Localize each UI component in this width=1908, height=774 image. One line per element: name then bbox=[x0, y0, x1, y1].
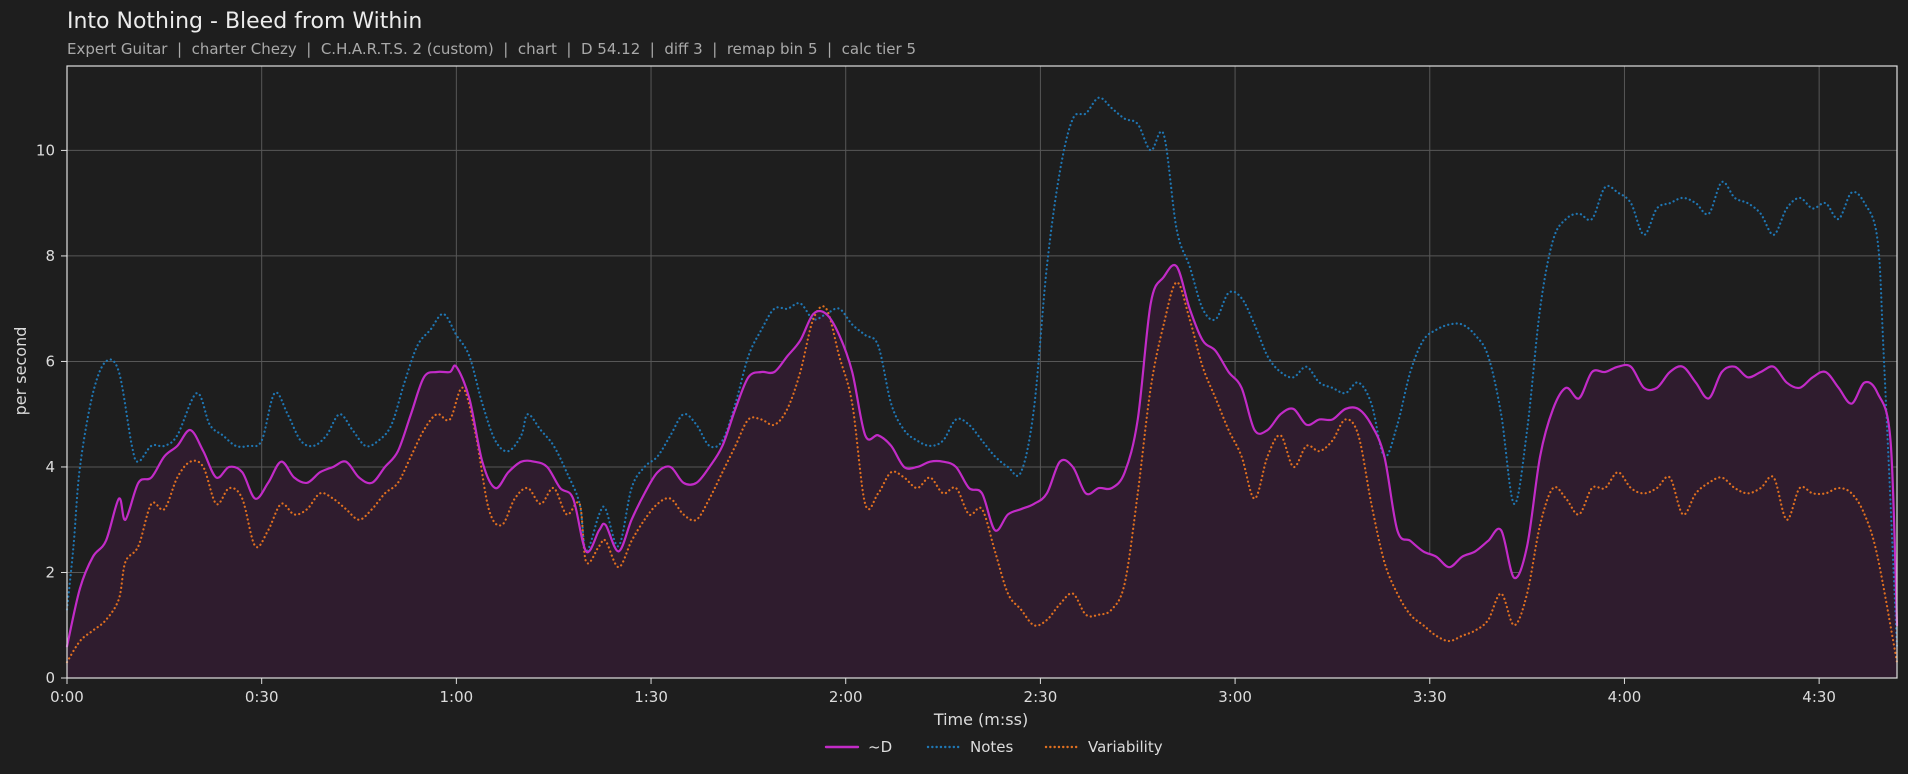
y-tick-label: 10 bbox=[36, 141, 55, 159]
plot-frame bbox=[66, 65, 1898, 679]
series-line-d bbox=[65, 263, 1899, 648]
legend-label: Variability bbox=[1088, 738, 1163, 756]
x-tick-label: 0:30 bbox=[245, 688, 279, 706]
y-tick-label: 0 bbox=[45, 669, 55, 687]
y-axis-ticks: 0 2 4 6 8 10 bbox=[36, 141, 67, 687]
series-layer bbox=[65, 96, 1899, 664]
legend: ~D Notes Variability bbox=[824, 738, 1163, 756]
y-tick-label: 6 bbox=[45, 352, 55, 370]
x-tick-label: 1:00 bbox=[440, 688, 474, 706]
legend-label: ~D bbox=[868, 738, 892, 756]
series-line-variability bbox=[65, 281, 1899, 664]
x-tick-label: 0:00 bbox=[50, 688, 84, 706]
y-axis-label: per second bbox=[11, 327, 30, 416]
x-tick-label: 1:30 bbox=[634, 688, 668, 706]
area-fill-layer bbox=[67, 264, 1897, 678]
x-tick-label: 3:00 bbox=[1218, 688, 1252, 706]
x-tick-label: 4:00 bbox=[1608, 688, 1642, 706]
x-axis-label: Time (m:ss) bbox=[933, 710, 1028, 729]
x-tick-label: 2:00 bbox=[829, 688, 863, 706]
x-tick-label: 3:30 bbox=[1413, 688, 1447, 706]
series-line-notes bbox=[65, 96, 1899, 648]
chart-subtitle: Expert Guitar | charter Chezy | C.H.A.R.… bbox=[67, 40, 916, 58]
y-tick-label: 8 bbox=[45, 247, 55, 265]
chart-title: Into Nothing - Bleed from Within bbox=[67, 9, 422, 34]
y-tick-label: 2 bbox=[45, 563, 55, 581]
legend-label: Notes bbox=[970, 738, 1014, 756]
x-tick-label: 2:30 bbox=[1024, 688, 1058, 706]
plot-area bbox=[65, 65, 1899, 679]
x-tick-label: 4:30 bbox=[1802, 688, 1836, 706]
x-axis-ticks: 0:00 0:30 1:00 1:30 2:00 2:30 3:00 3:30 4:00 4:30 bbox=[50, 678, 1836, 706]
y-tick-label: 4 bbox=[45, 458, 55, 476]
series-d-area-fill bbox=[67, 264, 1897, 678]
